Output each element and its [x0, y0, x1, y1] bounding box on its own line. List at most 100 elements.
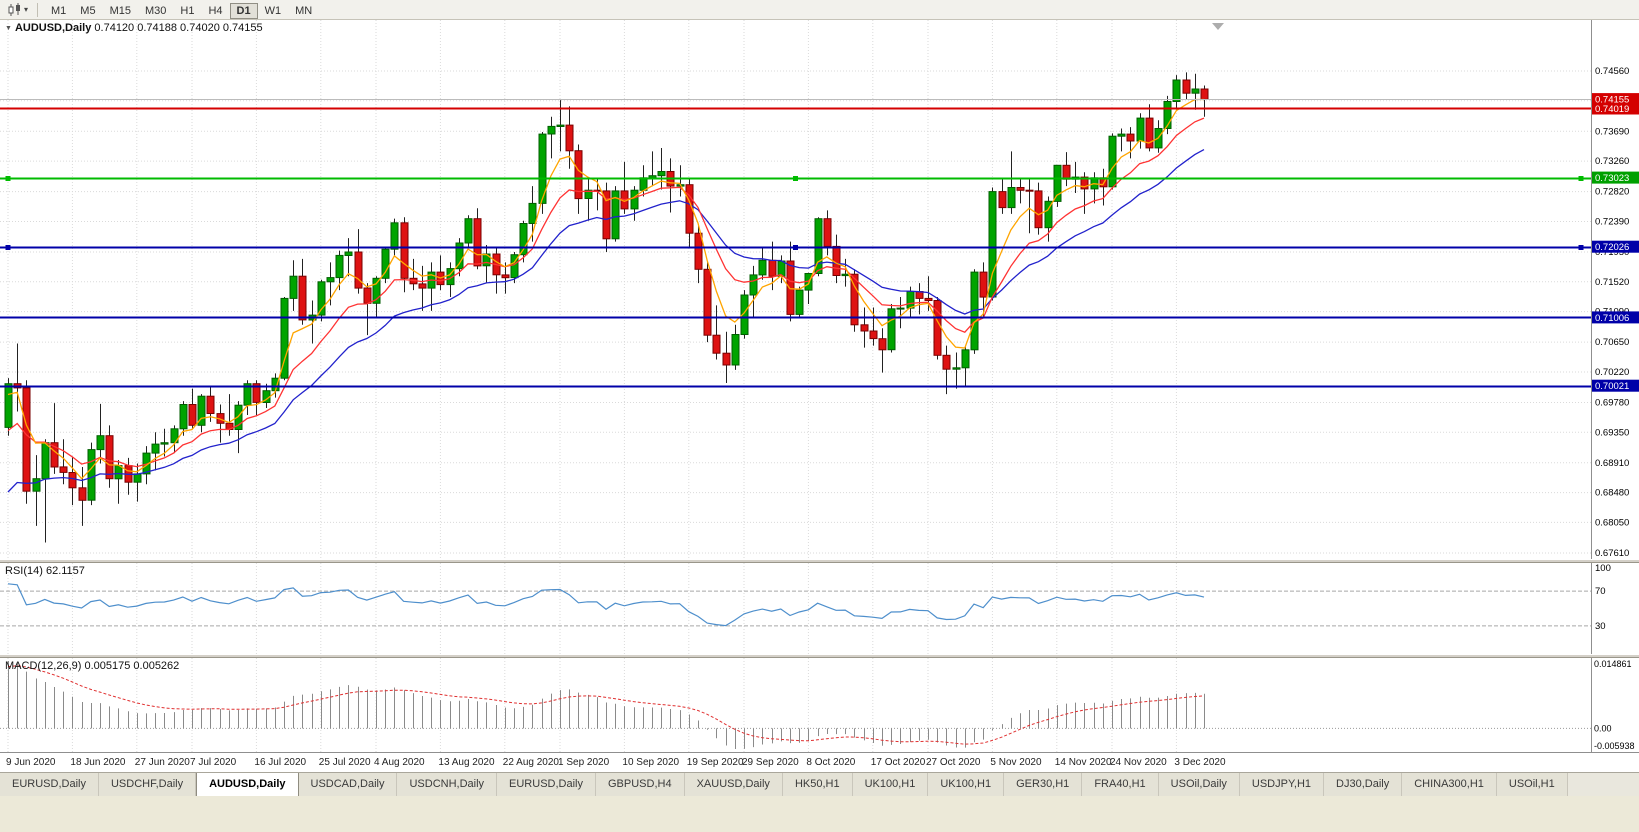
price-axis-label: 0.74560 — [1595, 66, 1629, 77]
timeframe-button-h4[interactable]: H4 — [208, 4, 223, 17]
svg-text:0.72026: 0.72026 — [1595, 242, 1629, 253]
toolbar-separator — [37, 2, 39, 17]
rsi-line — [7, 583, 1205, 627]
price-axis-label: 0.67610 — [1595, 548, 1629, 559]
chart-tab-usoil-daily[interactable]: USOil,Daily — [1158, 773, 1240, 796]
timeframe-button-m5[interactable]: M5 — [80, 4, 96, 17]
price-axis-label: 0.73260 — [1595, 156, 1629, 167]
chart-title: ▼ AUDUSD,Daily 0.74120 0.74188 0.74020 0.… — [5, 22, 263, 34]
timeframe-button-mn[interactable]: MN — [295, 4, 313, 17]
price-badge: 0.74019 — [1592, 102, 1639, 115]
chart-shift-marker[interactable] — [1212, 23, 1224, 30]
candlestick-icon — [8, 2, 20, 16]
date-axis-label: 19 Sep 2020 — [686, 757, 744, 768]
rsi-axis-label: 30 — [1595, 621, 1606, 632]
price-axis-labels: 0.745600.741300.736900.732600.728200.723… — [1595, 66, 1629, 559]
svg-text:0.70021: 0.70021 — [1595, 381, 1629, 392]
chart-tab-usdjpy-h1[interactable]: USDJPY,H1 — [1239, 773, 1325, 796]
date-axis-label: 25 Jul 2020 — [318, 757, 371, 768]
chart-tab-eurusd-daily[interactable]: EURUSD,Daily — [0, 773, 99, 796]
price-chart-panel[interactable]: 0.745600.741300.736900.732600.728200.723… — [0, 20, 1639, 559]
date-axis-label: 27 Jun 2020 — [134, 757, 190, 768]
date-axis-label: 29 Sep 2020 — [742, 757, 799, 768]
chart-tab-xauusd-daily[interactable]: XAUUSD,Daily — [684, 773, 783, 796]
macd-svg[interactable]: 0.014861 0.00 -0.005938 — [0, 658, 1639, 752]
timeframe-button-d1[interactable]: D1 — [229, 2, 258, 19]
line-handle[interactable] — [793, 245, 798, 250]
chart-tab-usdcad-daily[interactable]: USDCAD,Daily — [298, 773, 398, 796]
chart-tab-audusd-daily[interactable]: AUDUSD,Daily — [196, 773, 299, 796]
chart-tab-usdchf-daily[interactable]: USDCHF,Daily — [98, 773, 197, 796]
price-axis-label: 0.73690 — [1595, 126, 1629, 137]
price-axis-label: 0.70220 — [1595, 367, 1629, 378]
line-handle[interactable] — [1578, 176, 1584, 181]
date-axis-label: 14 Nov 2020 — [1054, 757, 1112, 768]
timeframe-button-m1[interactable]: M1 — [51, 4, 67, 17]
date-axis[interactable]: 9 Jun 2020 18 Jun 2020 27 Jun 2020 7 Jul 20… — [0, 752, 1639, 772]
ma-line-21[interactable] — [7, 149, 1205, 493]
chart-tab-eurusd-daily[interactable]: EURUSD,Daily — [497, 773, 596, 796]
vertical-gridlines — [7, 658, 1177, 752]
price-axis-label: 0.68910 — [1595, 458, 1629, 469]
price-axis-label: 0.69780 — [1595, 397, 1629, 408]
chart-tab-ger30-h1[interactable]: GER30,H1 — [1004, 773, 1083, 796]
macd-panel[interactable]: 0.014861 0.00 -0.005938 MACD(12,26,9) 0.00… — [0, 658, 1639, 752]
chart-tab-usdcnh-daily[interactable]: USDCNH,Daily — [397, 773, 498, 796]
price-axis-label: 0.72820 — [1595, 187, 1629, 198]
date-axis-label: 5 Nov 2020 — [990, 757, 1042, 768]
price-axis-label: 0.69350 — [1595, 427, 1629, 438]
symbol-dropdown-icon[interactable]: ▼ — [5, 25, 12, 32]
timeframe-button-w1[interactable]: W1 — [264, 4, 282, 17]
line-handle[interactable] — [5, 176, 11, 181]
chart-tab-dj30-daily[interactable]: DJ30,Daily — [1324, 773, 1403, 796]
price-axis-label: 0.68480 — [1595, 488, 1629, 499]
price-badge: 0.70021 — [1592, 379, 1639, 392]
chart-tab-usoil-h1[interactable]: USOil,H1 — [1496, 773, 1568, 796]
line-handle[interactable] — [5, 245, 11, 250]
date-axis-label: 16 Jul 2020 — [254, 757, 307, 768]
rsi-axis-label: 70 — [1595, 586, 1606, 597]
panel-splitter[interactable] — [0, 654, 1639, 658]
candles[interactable] — [4, 72, 1209, 543]
price-axis-label: 0.72390 — [1595, 216, 1629, 227]
line-handle[interactable] — [793, 176, 798, 181]
date-axis-label: 8 Oct 2020 — [806, 757, 856, 768]
rsi-svg[interactable]: 100 70 30 — [0, 563, 1639, 654]
rsi-title: RSI(14) 62.1157 — [5, 565, 85, 577]
price-chart-svg[interactable]: 0.745600.741300.736900.732600.728200.723… — [0, 20, 1639, 559]
macd-signal-line — [7, 665, 1205, 745]
timeframe-button-m15[interactable]: M15 — [109, 4, 131, 17]
macd-axis-label: -0.005938 — [1594, 741, 1635, 751]
date-axis-label: 9 Jun 2020 — [6, 757, 56, 768]
date-axis-label: 18 Jun 2020 — [70, 757, 126, 768]
panel-splitter[interactable] — [0, 559, 1639, 563]
chart-tab-hk50-h1[interactable]: HK50,H1 — [782, 773, 853, 796]
timeframe-button-m30[interactable]: M30 — [144, 4, 167, 17]
price-axis-label: 0.70650 — [1595, 337, 1629, 348]
chart-tab-gbpusd-h4[interactable]: GBPUSD,H4 — [596, 773, 685, 796]
price-badge: 0.73023 — [1592, 171, 1639, 184]
timeframe-toolbar: ▾ M1 M5 M15 M30 H1 H4 D1 W1 MN — [0, 0, 1639, 20]
date-axis-label: 3 Dec 2020 — [1174, 757, 1226, 768]
price-badge: 0.72026 — [1592, 240, 1639, 253]
chart-ohlc: 0.74120 0.74188 0.74020 0.74155 — [94, 22, 263, 34]
chart-tab-china300-h1[interactable]: CHINA300,H1 — [1402, 773, 1497, 796]
date-axis-label: 17 Oct 2020 — [870, 757, 926, 768]
timeframe-button-h1[interactable]: H1 — [180, 4, 195, 17]
line-handle[interactable] — [1578, 245, 1584, 250]
chart-tab-bar: EURUSD,Daily USDCHF,Daily AUDUSD,Daily USDC… — [0, 772, 1639, 796]
chart-type-icon[interactable]: ▾ — [4, 2, 31, 17]
timeframe-buttons: M1 M5 M15 M30 H1 H4 D1 W1 MN — [44, 1, 319, 19]
date-axis-label: 24 Nov 2020 — [1110, 757, 1167, 768]
date-axis-label: 27 Oct 2020 — [926, 757, 981, 768]
chart-tab-uk100-h1[interactable]: UK100,H1 — [928, 773, 1005, 796]
chart-tab-fra40-h1[interactable]: FRA40,H1 — [1082, 773, 1159, 796]
date-axis-label: 4 Aug 2020 — [374, 757, 425, 768]
macd-axis-label: 0.014861 — [1594, 659, 1632, 669]
price-axis-label: 0.68050 — [1595, 517, 1629, 528]
ma-line-11[interactable] — [7, 117, 1205, 468]
ma-line-5[interactable] — [7, 98, 1204, 480]
rsi-panel[interactable]: 100 70 30 RSI(14) 62.1157 — [0, 563, 1639, 654]
chart-tab-uk100-h1[interactable]: UK100,H1 — [852, 773, 929, 796]
